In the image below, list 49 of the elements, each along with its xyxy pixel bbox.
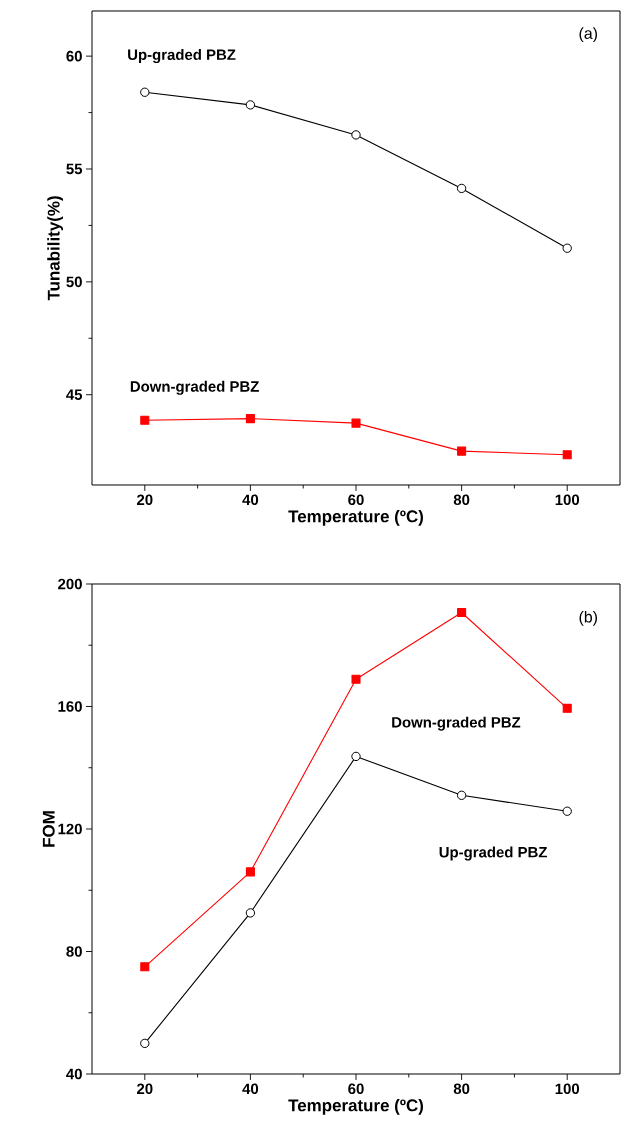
point bbox=[351, 130, 361, 140]
x-axis-title: Temperature (ºC) bbox=[288, 1098, 423, 1115]
text: Down-graded PBZ bbox=[392, 716, 521, 731]
y-tick-label: 200 bbox=[58, 578, 82, 590]
series-label: Up-graded PBZ bbox=[128, 49, 236, 64]
y-tick-label: 160 bbox=[58, 701, 82, 712]
point bbox=[562, 806, 572, 816]
y-tick-label: 120 bbox=[58, 823, 82, 835]
point bbox=[245, 414, 255, 424]
x-tick-label: 40 bbox=[242, 494, 259, 506]
point bbox=[140, 87, 150, 97]
point bbox=[140, 962, 150, 972]
x-tick-label: 40 bbox=[242, 1083, 259, 1095]
annotation: (b) bbox=[579, 610, 598, 626]
point bbox=[456, 790, 467, 800]
y-tick-label: 80 bbox=[66, 946, 82, 957]
point bbox=[456, 183, 467, 194]
point bbox=[245, 100, 256, 110]
y-tick-label: 45 bbox=[66, 389, 83, 400]
point bbox=[351, 674, 361, 684]
y-axis-title: FOM bbox=[42, 811, 55, 847]
y-tick-label: 40 bbox=[66, 1068, 82, 1080]
point bbox=[140, 1038, 150, 1049]
point bbox=[562, 243, 572, 253]
x-tick-label: 100 bbox=[555, 494, 580, 506]
x-tick-label: 80 bbox=[453, 1083, 470, 1095]
y-tick-label: 55 bbox=[66, 163, 83, 175]
series-label: Down-graded PBZ bbox=[130, 380, 259, 395]
x-tick-label: 20 bbox=[137, 494, 153, 506]
x-axis-title: Temperature (ºC) bbox=[288, 509, 423, 526]
x-tick-label: 100 bbox=[555, 1083, 580, 1095]
point bbox=[562, 703, 572, 713]
annotation: (a) bbox=[579, 27, 598, 43]
y-tick-label: 60 bbox=[66, 50, 82, 62]
x-tick-label: 20 bbox=[137, 1083, 153, 1095]
point bbox=[245, 867, 255, 877]
y-tick-label: 50 bbox=[66, 276, 82, 288]
point bbox=[351, 418, 361, 428]
point bbox=[140, 415, 150, 425]
text: Up-graded PBZ bbox=[439, 846, 548, 861]
x-tick-label: 80 bbox=[453, 494, 470, 506]
point bbox=[457, 607, 467, 618]
x-tick-label: 60 bbox=[348, 1083, 364, 1095]
point bbox=[457, 446, 467, 456]
x-tick-label: 60 bbox=[348, 494, 364, 506]
point bbox=[351, 751, 361, 762]
point bbox=[562, 450, 572, 460]
y-axis-title: Tunability(%) bbox=[47, 196, 64, 301]
point bbox=[245, 908, 256, 918]
